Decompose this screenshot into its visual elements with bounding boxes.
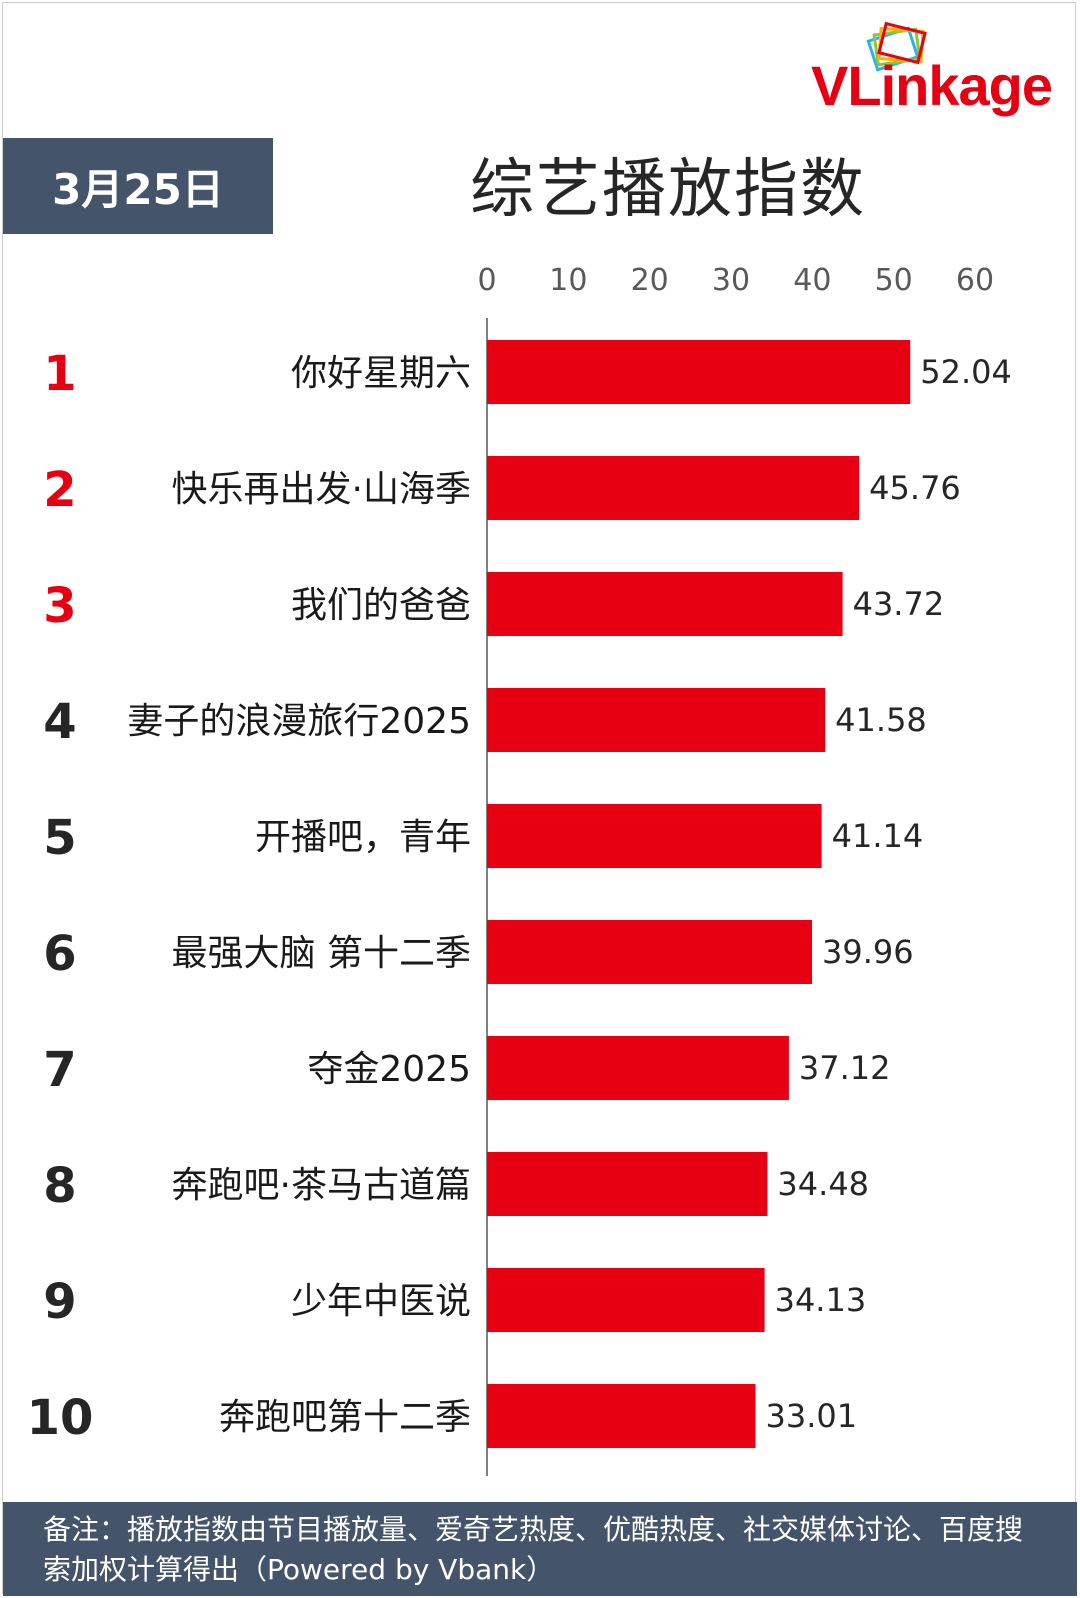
x-tick-label: 20 [631,263,669,298]
data-label: 45.76 [869,469,961,507]
rank-number: 8 [43,1158,76,1214]
rank-number: 9 [43,1274,76,1330]
rank-number: 10 [27,1390,94,1446]
data-label: 34.13 [775,1281,867,1319]
bar [487,920,813,984]
category-label: 少年中医说 [291,1281,471,1322]
category-label: 最强大脑 第十二季 [172,933,471,974]
logo-frames-icon [866,21,927,72]
date-badge: 3月25日 [3,138,273,234]
data-label: 41.58 [835,701,927,739]
bar [487,456,860,520]
rank-number: 2 [43,462,76,518]
bar [487,688,826,752]
bar [487,572,843,636]
data-label: 41.14 [832,817,924,855]
category-label: 奔跑吧·茶马古道篇 [172,1165,471,1206]
rank-number: 1 [43,346,76,402]
category-label: 夺金2025 [307,1049,471,1090]
x-tick-label: 60 [956,263,994,298]
category-label: 你好星期六 [291,353,471,394]
category-label: 妻子的浪漫旅行2025 [127,701,471,742]
data-label: 37.12 [799,1049,891,1087]
rank-number: 5 [43,810,76,866]
category-label: 开播吧，青年 [255,817,471,858]
rank-number: 3 [43,578,76,634]
data-label: 52.04 [920,353,1012,391]
logo-wordmark: VLinkage [811,54,1053,117]
rank-number: 4 [43,694,76,750]
x-tick-label: 30 [712,263,750,298]
data-label: 34.48 [777,1165,869,1203]
data-label: 39.96 [822,933,914,971]
page-title: 综艺播放指数 [470,153,866,227]
category-label: 奔跑吧第十二季 [219,1397,471,1438]
bar [487,1384,756,1448]
x-tick-label: 50 [875,263,913,298]
bar [487,1268,765,1332]
date-text: 3月25日 [52,164,224,214]
x-tick-label: 0 [477,263,496,298]
vlinkage-logo: VLinkage [802,20,1053,120]
bar [487,1152,768,1216]
x-tick-label: 40 [793,263,831,298]
category-label: 快乐再出发·山海季 [172,469,471,510]
data-label: 33.01 [765,1397,857,1435]
rank-number: 7 [43,1042,76,1098]
bar [487,340,911,404]
rank-number: 6 [43,926,76,982]
category-label: 我们的爸爸 [291,585,471,626]
bar [487,804,822,868]
x-tick-label: 10 [549,263,587,298]
footer-note-text: 备注：播放指数由节目播放量、爱奇艺热度、优酷热度、社交媒体讨论、百度搜索加权计算… [43,1513,1024,1586]
bar [487,1036,789,1100]
data-label: 43.72 [853,585,945,623]
footer-note: 备注：播放指数由节目播放量、爱奇艺热度、优酷热度、社交媒体讨论、百度搜索加权计算… [3,1502,1077,1596]
